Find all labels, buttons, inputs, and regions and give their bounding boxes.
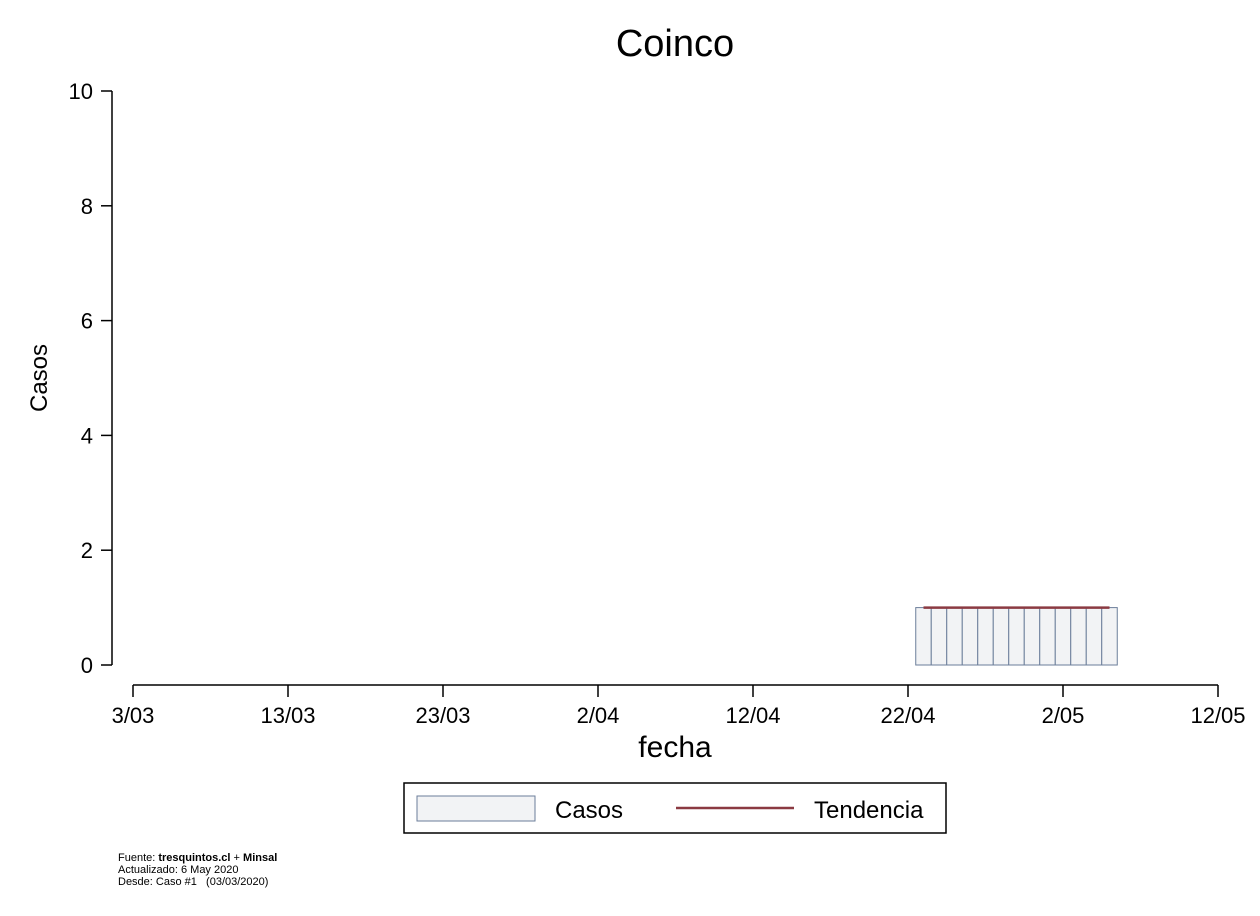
casos-bar: [1085, 607, 1103, 666]
casos-bar: [915, 607, 932, 666]
casos-bar: [1070, 607, 1087, 666]
x-tick-label: 2/04: [577, 703, 620, 728]
x-tick-label: 12/05: [1190, 703, 1245, 728]
footnote-source-org: Minsal: [243, 852, 278, 864]
x-tick-label: 12/04: [725, 703, 780, 728]
y-tick-label: 2: [81, 538, 93, 563]
legend-casos-swatch: [416, 795, 536, 822]
footnote-source: Fuente: tresquintos.cl + Minsal: [118, 852, 277, 864]
chart-title: Coinco: [616, 23, 734, 65]
x-tick-label: 2/05: [1042, 703, 1085, 728]
y-tick-label: 8: [81, 194, 93, 219]
casos-bar: [1008, 607, 1025, 666]
y-axis: 0 2 4 6 8 10: [69, 79, 113, 678]
y-tick-label: 0: [81, 653, 93, 678]
x-tick-label: 3/03: [112, 703, 155, 728]
y-axis-title: Casos: [26, 344, 53, 412]
x-tick-label: 23/03: [415, 703, 470, 728]
x-tick-label: 13/03: [260, 703, 315, 728]
casos-bar: [1054, 607, 1072, 666]
casos-bars: [915, 607, 1118, 666]
y-tick-label: 6: [81, 309, 93, 334]
casos-bar: [992, 607, 1010, 666]
x-axis: 3/03 13/03 23/03 2/04 12/04 22/04 2/05 12/05: [112, 684, 1246, 728]
casos-bar: [946, 607, 963, 666]
casos-bar: [977, 607, 994, 666]
footnote-source-prefix: Fuente:: [118, 852, 159, 864]
footnote-source-join: +: [230, 852, 244, 864]
footnote-source-site: tresquintos.cl: [158, 852, 231, 864]
casos-bar: [961, 607, 979, 666]
casos-bar: [1023, 607, 1041, 666]
casos-bar: [930, 607, 948, 666]
y-tick-label: 4: [81, 423, 93, 448]
legend-casos-label: Casos: [555, 797, 623, 824]
x-tick-label: 22/04: [880, 703, 935, 728]
footnote-since: Desde: Caso #1 (03/03/2020): [118, 876, 269, 888]
y-tick-label: 10: [69, 79, 93, 104]
x-axis-title: fecha: [638, 731, 712, 764]
footnote-updated: Actualizado: 6 May 2020: [118, 864, 239, 876]
casos-bar: [1039, 607, 1056, 666]
casos-bar: [1101, 607, 1118, 666]
legend: Casos Tendencia: [403, 782, 947, 834]
legend-tendencia-label: Tendencia: [814, 797, 924, 824]
